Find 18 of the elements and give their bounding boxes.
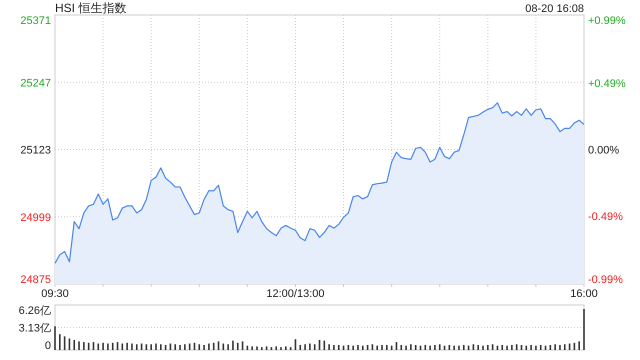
y2-tick-label: 0.00% xyxy=(588,144,620,156)
y-tick-label: 25371 xyxy=(20,15,51,27)
x-tick-label: 12:00/13:00 xyxy=(266,288,325,300)
y-tick-label: 3.13亿 xyxy=(18,322,51,334)
y-tick-label: 24875 xyxy=(20,274,51,286)
y-tick-label: 25123 xyxy=(20,144,51,156)
y2-tick-label: +0.99% xyxy=(588,15,626,27)
x-tick-label: 16:00 xyxy=(570,288,598,300)
y-tick-label: 24999 xyxy=(20,212,51,224)
y-tick-label: 0 xyxy=(44,340,51,352)
x-tick-label: 09:30 xyxy=(41,288,69,300)
y2-tick-label: +0.49% xyxy=(588,78,626,90)
annotation: 08-20 16:08 xyxy=(525,3,584,15)
y-tick-label: 6.26亿 xyxy=(18,305,51,317)
y2-tick-label: -0.99% xyxy=(588,274,624,286)
y-tick-label: 25247 xyxy=(20,77,51,90)
y2-tick-label: -0.49% xyxy=(588,211,624,224)
chart-title: HSI 恒生指数 xyxy=(55,1,126,15)
